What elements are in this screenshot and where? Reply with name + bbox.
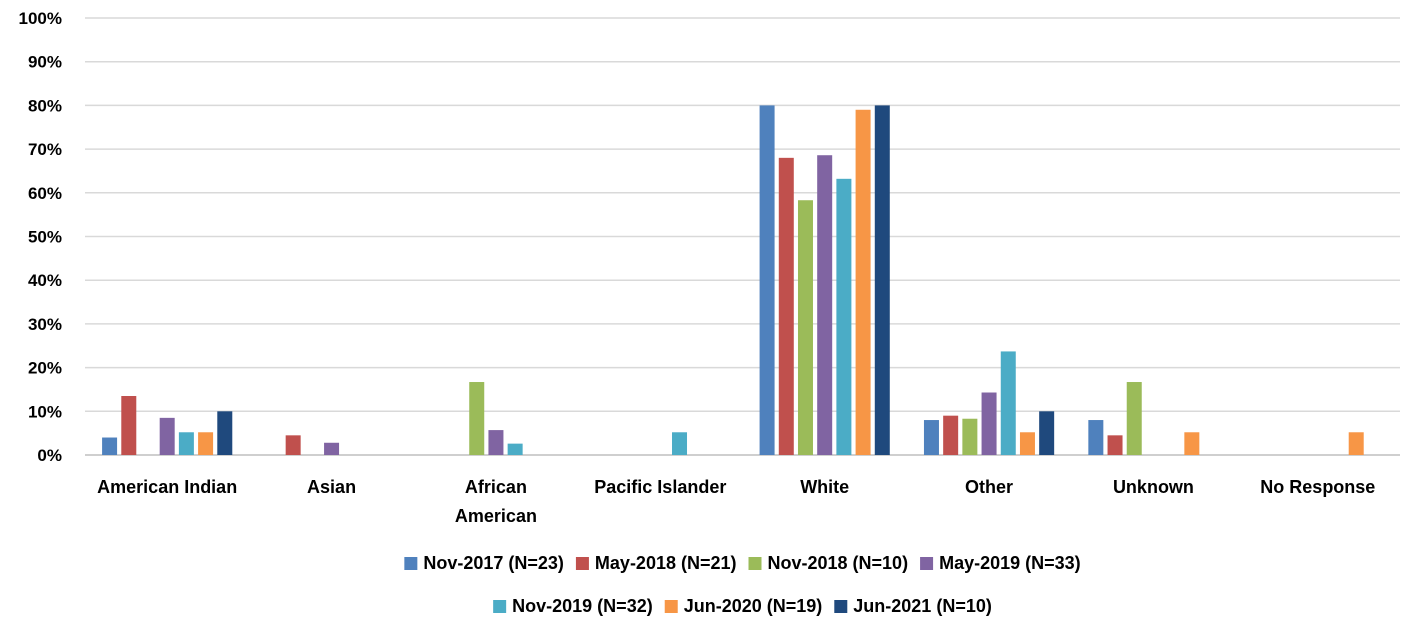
legend-swatch [575, 557, 589, 570]
gridlines [85, 17, 1400, 456]
bar [943, 415, 959, 455]
bar [488, 430, 504, 455]
y-tick-label: 30% [28, 315, 62, 334]
legend-label: Nov-2019 (N=32) [512, 596, 653, 616]
y-tick-label: 10% [28, 402, 62, 421]
legend-swatch [404, 557, 418, 570]
y-tick-label: 40% [28, 271, 62, 290]
bar [217, 411, 233, 455]
bar [1126, 382, 1142, 455]
y-tick-label: 70% [28, 140, 62, 159]
bar [1019, 432, 1035, 455]
legend-swatch [920, 557, 934, 570]
legend-item: May-2018 (N=21) [575, 553, 737, 573]
legend-swatch [748, 557, 762, 570]
bar [759, 105, 775, 456]
legend-label: May-2018 (N=21) [595, 553, 737, 573]
bar [817, 155, 833, 455]
category-label: Asian [307, 477, 356, 497]
category-label: Unknown [1113, 477, 1194, 497]
bar [797, 200, 813, 455]
legend-label: Jun-2021 (N=10) [853, 596, 992, 616]
x-axis-categories: American Indian Asian African American Pacif… [97, 477, 1375, 526]
bar [874, 105, 890, 456]
bar [1039, 411, 1055, 455]
category-label: Pacific Islander [594, 477, 726, 497]
legend-item: Nov-2018 (N=10) [748, 553, 909, 573]
category-label: Other [965, 477, 1013, 497]
y-tick-label: 80% [28, 96, 62, 115]
legend-label: Jun-2020 (N=19) [684, 596, 823, 616]
bar [159, 417, 175, 455]
bar [1348, 432, 1364, 455]
legend-item: Nov-2017 (N=23) [404, 553, 564, 573]
category-label: No Response [1260, 477, 1375, 497]
legend-item: Jun-2021 (N=10) [834, 596, 992, 616]
y-tick-label: 0% [37, 446, 62, 465]
legend: Nov-2017 (N=23) May-2018 (N=21) Nov-2018 (… [404, 553, 1081, 616]
bar [121, 396, 137, 455]
y-tick-label: 20% [28, 359, 62, 378]
bar [672, 432, 688, 455]
category-label: White [800, 477, 849, 497]
category-label: African American [455, 477, 537, 526]
bar [962, 418, 978, 455]
bar [778, 157, 794, 455]
bar [1088, 420, 1104, 455]
legend-label: May-2019 (N=33) [939, 553, 1081, 573]
bar [507, 443, 523, 455]
legend-item: Nov-2019 (N=32) [493, 596, 653, 616]
bar [102, 437, 118, 455]
legend-label: Nov-2017 (N=23) [423, 553, 564, 573]
legend-swatch [664, 600, 678, 613]
bar [855, 109, 871, 456]
bar [1000, 351, 1016, 455]
bar [1184, 432, 1200, 455]
legend-swatch [834, 600, 848, 613]
bar [324, 442, 340, 455]
legend-item: Jun-2020 (N=19) [664, 596, 823, 616]
bar [923, 420, 939, 455]
y-tick-label: 100% [19, 9, 62, 28]
bars [102, 105, 1364, 456]
category-label: American Indian [97, 477, 237, 497]
bar [836, 178, 852, 456]
bar [1107, 435, 1123, 455]
y-axis-ticks: 0% 10% 20% 30% 40% 50% 60% 70% 80% 90% 100% [19, 9, 62, 465]
bar [178, 432, 194, 455]
bar [469, 382, 485, 455]
y-tick-label: 60% [28, 184, 62, 203]
legend-label: Nov-2018 (N=10) [768, 553, 909, 573]
y-tick-label: 90% [28, 53, 62, 72]
legend-item: May-2019 (N=33) [920, 553, 1081, 573]
legend-swatch [493, 600, 507, 613]
bar [981, 392, 997, 455]
bar [198, 432, 214, 455]
bar [285, 435, 301, 455]
y-tick-label: 50% [28, 228, 62, 247]
